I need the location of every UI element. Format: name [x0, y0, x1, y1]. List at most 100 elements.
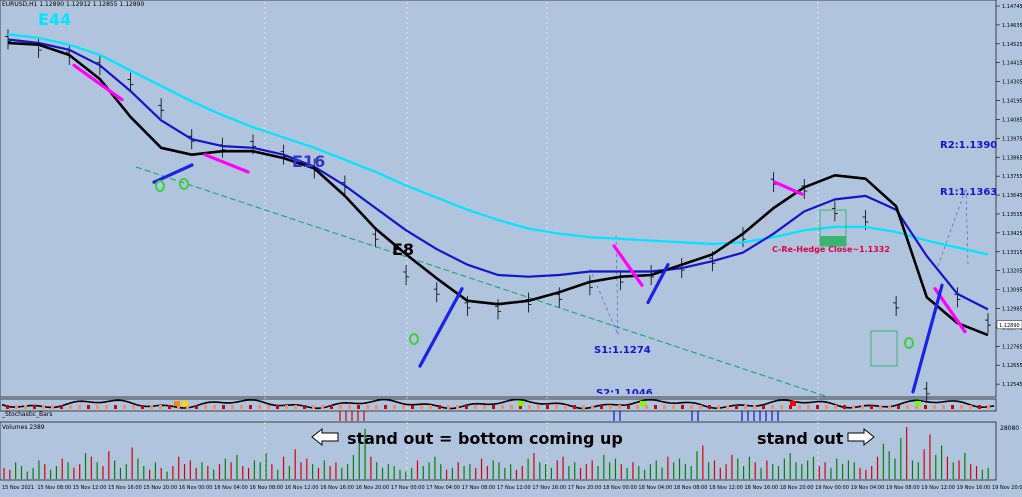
stochastic-dot: [357, 405, 360, 409]
support-zone-box: [870, 330, 898, 367]
stochastic-dot: [717, 405, 720, 409]
stochastic-dot: [51, 405, 54, 409]
stochastic-dot: [933, 405, 936, 409]
x-tick-label: 16 Nov 00:00: [179, 485, 213, 491]
y-tick-label: 1.13205: [1002, 269, 1022, 275]
y-tick-label: 1.12765: [1002, 344, 1022, 350]
r1-label: R1:1.1363: [940, 187, 998, 198]
stochastic-dot: [15, 405, 18, 409]
x-tick-label: 18 Nov 00:00: [603, 485, 637, 491]
signal-circle: [904, 337, 914, 349]
ema8-label: E8: [392, 240, 415, 259]
stochastic-dot: [753, 405, 756, 409]
bullish-segment: [418, 287, 464, 368]
stochastic-line: [1, 398, 995, 410]
x-tick-label: 16 Nov 04:00: [214, 485, 248, 491]
x-tick-label: 17 Nov 12:00: [497, 485, 531, 491]
volume-label: Volumes 2389: [2, 424, 45, 431]
stochastic-dot: [132, 405, 135, 409]
stochastic-highlight: [915, 401, 921, 406]
bullish-segment: [911, 283, 944, 394]
y-tick-label: 1.13755: [1002, 174, 1022, 180]
stochastic-dot: [591, 405, 594, 409]
stochastic-dot: [735, 405, 738, 409]
stochastic-dot: [438, 405, 441, 409]
y-tick-label: 1.14415: [1002, 61, 1022, 67]
x-tick-label: 17 Nov 16:00: [532, 485, 566, 491]
y-tick-label: 1.14635: [1002, 23, 1022, 29]
y-tick-label: 1.13645: [1002, 193, 1022, 199]
r1-projection: [937, 187, 969, 267]
stochastic-dot: [303, 405, 306, 409]
stochastic-dot: [330, 405, 333, 409]
y-tick-label: 1.14195: [1002, 99, 1022, 105]
stochastic-dot: [600, 405, 603, 409]
stochastic-dot: [771, 405, 774, 409]
stochastic-dot: [987, 405, 990, 409]
stochastic-dot: [96, 405, 99, 409]
stochastic-dot: [906, 405, 909, 409]
stochastic-dot: [573, 405, 576, 409]
stochastic-dot: [213, 405, 216, 409]
stochastic-dot: [564, 405, 567, 409]
x-tick-label: 15 Nov 16:00: [108, 485, 142, 491]
stochastic-dot: [483, 405, 486, 409]
stochastic-dot: [42, 405, 45, 409]
volume-right-value: 28080: [1000, 425, 1020, 432]
x-tick-label: 17 Nov 08:00: [462, 485, 496, 491]
stochastic-dot: [474, 405, 477, 409]
stochastic-dot: [618, 405, 621, 409]
x-tick-label: 15 Nov 20:00: [143, 485, 177, 491]
stochastic-dot: [258, 405, 261, 409]
x-tick-label: 19 Nov 12:00: [921, 485, 955, 491]
stochastic-dot: [861, 405, 864, 409]
stochastic-dot: [816, 405, 819, 409]
stochastic-dot: [312, 405, 315, 409]
stochastic-dot: [24, 405, 27, 409]
y-tick-label: 1.12655: [1002, 363, 1022, 369]
stochastic-dot: [168, 405, 171, 409]
y-tick-label: 1.14085: [1002, 117, 1022, 123]
bullish-segment: [646, 263, 670, 305]
stochastic-dot: [366, 405, 369, 409]
stochastic-dot: [582, 405, 585, 409]
x-tick-label: 18 Nov 12:00: [709, 485, 743, 491]
x-tick-label: 16 Nov 20:00: [356, 485, 390, 491]
annotation-standout-text: stand out: [757, 429, 844, 448]
stochastic-dot: [456, 405, 459, 409]
stochastic-dot: [150, 405, 153, 409]
stochastic-dot: [681, 405, 684, 409]
stochastic-dot: [501, 405, 504, 409]
stochastic-dot: [654, 405, 657, 409]
stochastic-dot: [321, 405, 324, 409]
stochastic-dot: [510, 405, 513, 409]
stochastic-dot: [924, 405, 927, 409]
bullish-segment: [152, 163, 194, 184]
trendline: [135, 166, 829, 398]
stochastic-dot: [825, 405, 828, 409]
x-tick-label: 19 Nov 04:00: [851, 485, 885, 491]
stochastic-dot: [33, 405, 36, 409]
stochastic-dot: [699, 405, 702, 409]
stochastic-dot: [420, 405, 423, 409]
hedge-zone-fill: [820, 236, 846, 246]
stochastic-dot: [726, 405, 729, 409]
bearish-segment: [612, 244, 644, 287]
stochastic-dot: [276, 405, 279, 409]
stochastic-dot: [879, 405, 882, 409]
stochastic-dot: [636, 405, 639, 409]
stochastic-dot: [123, 405, 126, 409]
series-e16: [7, 38, 989, 311]
main-panel: [0, 0, 997, 398]
stochastic-dot: [6, 405, 9, 409]
stochastic-dot: [87, 405, 90, 409]
stochastic-dot: [690, 405, 693, 409]
stochastic-dot: [645, 405, 648, 409]
stochastic-dot: [78, 405, 81, 409]
stochastic-dot: [159, 405, 162, 409]
stochastic-dot: [492, 405, 495, 409]
y-tick-label: 1.13425: [1002, 231, 1022, 237]
s1-label: S1:1.1274: [594, 345, 651, 356]
